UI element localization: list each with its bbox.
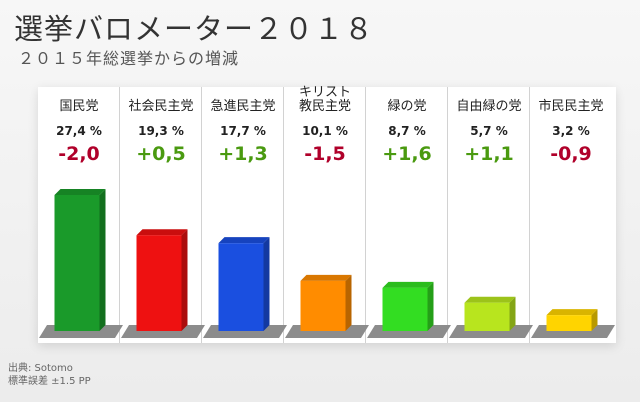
bar-top — [54, 189, 106, 195]
bar-side — [509, 296, 516, 331]
source-line: 出典: Sotomo — [8, 363, 73, 374]
bar — [464, 302, 510, 331]
category-label: 急進民主党 — [210, 99, 275, 114]
change-label: +1,1 — [464, 143, 514, 165]
change-label: +1,3 — [218, 143, 268, 165]
category-label: 社会民主党 — [128, 98, 193, 114]
bar-top — [136, 229, 188, 236]
change-label: -0,9 — [550, 143, 592, 165]
bar — [136, 235, 182, 331]
change-label: -1,5 — [304, 143, 346, 165]
change-label: +0,5 — [136, 143, 186, 165]
bar-top — [218, 237, 270, 244]
bar-top — [300, 274, 352, 281]
vote-share-label: 27,4 % — [56, 124, 102, 138]
bar-side — [99, 189, 106, 331]
vote-share-label: 10,1 % — [302, 124, 348, 138]
vote-share-label: 19,3 % — [138, 124, 184, 138]
bar-top — [382, 281, 434, 288]
bar-side — [181, 229, 188, 331]
vote-share-label: 5,7 % — [470, 124, 507, 138]
vote-share-label: 8,7 % — [388, 124, 425, 138]
bar-top — [546, 309, 598, 316]
vote-share-label: 17,7 % — [220, 124, 266, 138]
bar — [382, 287, 428, 331]
bar — [218, 243, 264, 331]
category-label: キリスト教民主党 — [299, 85, 351, 114]
bar-top — [464, 296, 516, 303]
change-label: +1,6 — [382, 143, 432, 165]
vote-share-label: 3,2 % — [552, 124, 589, 138]
bar-side — [345, 274, 352, 331]
bar — [546, 315, 592, 331]
chart-title: 選挙バロメーター２０１８ — [14, 12, 375, 46]
category-label: 国民党 — [59, 99, 98, 114]
category-label: 緑の党 — [387, 99, 426, 114]
bar-side — [427, 281, 434, 331]
category-label: 市民民主党 — [538, 98, 603, 114]
chart-subtitle: ２０１５年総選挙からの増減 — [18, 49, 240, 68]
bar — [300, 280, 346, 331]
bar-side — [591, 309, 598, 331]
bar — [54, 195, 100, 331]
category-label: 自由緑の党 — [456, 99, 521, 114]
change-label: -2,0 — [58, 143, 100, 165]
bar-side — [263, 237, 270, 331]
source-note: 出典: Sotomo 標準誤差 ±1.5 PP — [8, 362, 91, 388]
margin-of-error-line: 標準誤差 ±1.5 PP — [8, 376, 91, 387]
